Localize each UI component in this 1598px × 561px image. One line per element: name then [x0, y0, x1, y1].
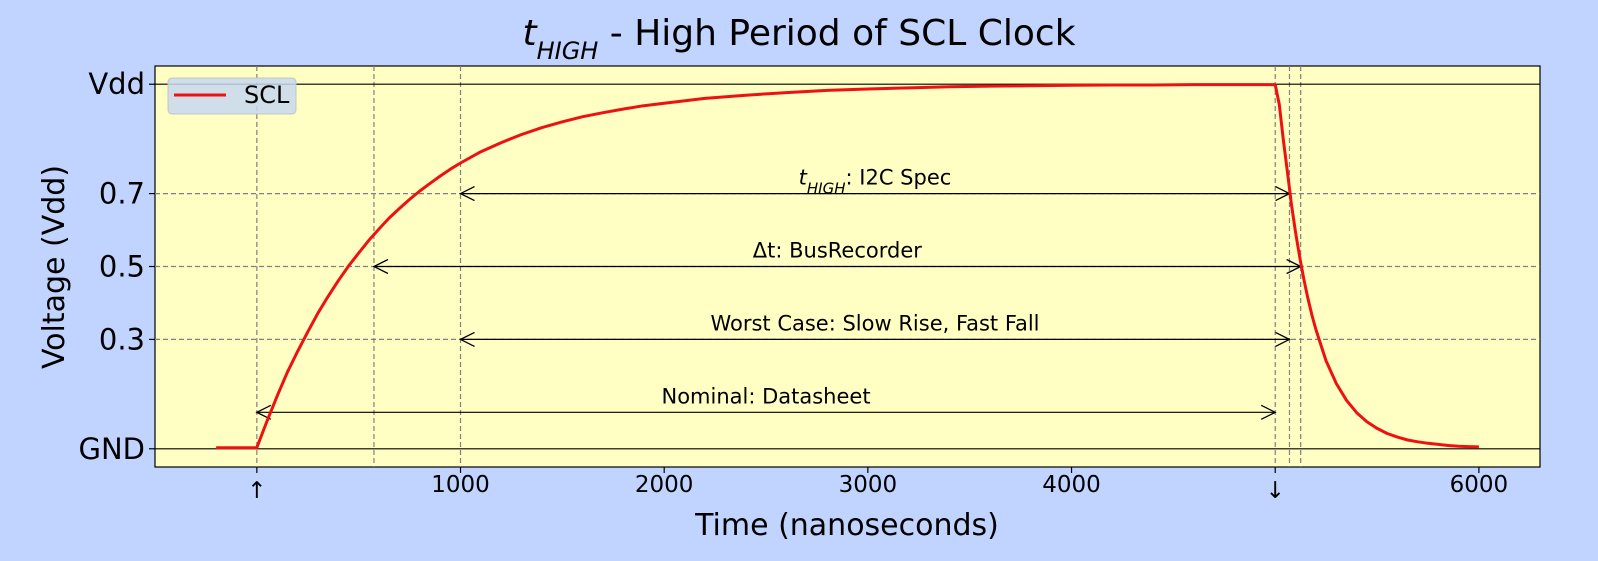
annotation-label-3: Nominal: Datasheet — [661, 384, 870, 408]
y-tick-label-1: 0.3 — [99, 322, 145, 356]
annotation-label-0: tHIGH: I2C Spec — [799, 166, 952, 198]
annotation-2: Worst Case: Slow Rise, Fast Fall — [459, 311, 1291, 347]
x-tick-label-0: ↑ — [247, 478, 266, 504]
legend-label-scl: SCL — [244, 81, 290, 109]
annotation-arrowhead-left-0 — [459, 186, 475, 202]
series-line-scl — [216, 83, 1479, 450]
title-rest: - High Period of SCL Clock — [598, 13, 1075, 54]
annotation-arrowhead-right-2 — [1275, 331, 1291, 347]
x-tick-label-6: 6000 — [1450, 472, 1509, 498]
annotation-label-rest-0: : I2C Spec — [846, 166, 952, 190]
title-subscript: HIGH — [537, 37, 599, 65]
x-axis-label: Time (nanoseconds) — [694, 508, 999, 543]
x-tick-label-1: 1000 — [431, 472, 490, 498]
annotation-arrowhead-left-3 — [255, 404, 272, 420]
x-tick-label-4: 4000 — [1042, 472, 1101, 498]
y-tick-label-3: 0.7 — [99, 177, 145, 211]
annotation-0: tHIGH: I2C Spec — [459, 166, 1291, 202]
x-axis-ticks: ↑ 1000 2000 3000 4000 ↓ 6000 — [247, 467, 1508, 504]
annotation-label-1: Δt: BusRecorder — [753, 239, 922, 263]
annotation-3: Nominal: Datasheet — [255, 384, 1277, 420]
x-tick-label-5: ↓ — [1266, 478, 1285, 504]
annotation-arrowhead-left-1 — [372, 258, 389, 275]
chart-title: tHIGH - High Period of SCL Clock — [522, 13, 1075, 65]
annotation-arrowhead-right-3 — [1260, 404, 1277, 420]
annotation-label-2: Worst Case: Slow Rise, Fast Fall — [710, 311, 1039, 335]
x-tick-label-2: 2000 — [635, 472, 694, 498]
y-axis-ticks: GND 0.3 0.5 0.7 Vdd — [79, 67, 155, 466]
title-italic: t — [522, 13, 538, 54]
annotation-label-subscript-0: HIGH — [807, 180, 846, 198]
y-tick-label-0: GND — [79, 432, 146, 466]
annotation-arrowhead-left-2 — [459, 331, 475, 347]
legend-box — [167, 77, 297, 115]
series-layer — [216, 83, 1479, 450]
annotation-label-italic-0: t — [799, 166, 808, 190]
y-tick-label-2: 0.5 — [99, 250, 145, 284]
annotations: tHIGH: I2C Spec Δt: BusRecorder Worst Case… — [255, 166, 1303, 420]
y-axis-label: Voltage (Vdd) — [37, 165, 72, 369]
x-tick-label-3: 3000 — [839, 472, 898, 498]
legend: SCL — [167, 77, 297, 115]
y-tick-label-4: Vdd — [88, 67, 145, 101]
